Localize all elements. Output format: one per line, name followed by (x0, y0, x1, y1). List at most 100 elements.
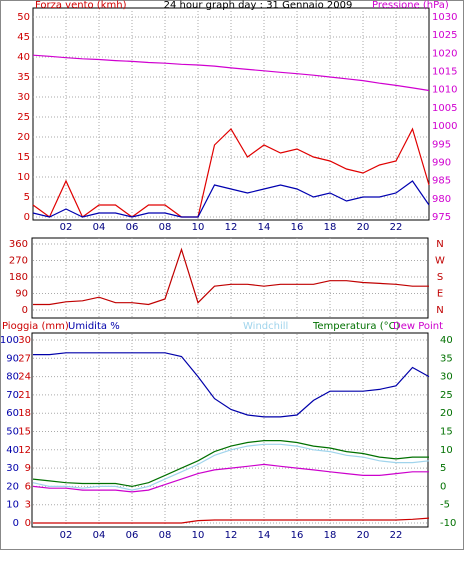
y2-tick-label: 975 (432, 212, 451, 223)
y-tick-label: 80 (6, 372, 19, 383)
y-tick-label: 90 (6, 353, 19, 364)
x-tick-label: 20 (357, 222, 370, 233)
y2-tick-label: 5 (440, 463, 446, 474)
y3-tick-label: 6 (25, 481, 31, 492)
y-tick-label: 20 (6, 481, 19, 492)
y2-tick-label: 990 (432, 157, 451, 168)
x-tick-label: 02 (60, 222, 73, 233)
y-tick-label: 0 (24, 212, 30, 223)
y2-tick-label: W (435, 256, 445, 267)
y-tick-label: 10 (17, 172, 30, 183)
y-tick-label: 35 (17, 72, 30, 83)
x-tick-label: 12 (225, 222, 238, 233)
x-tick-label: 04 (93, 530, 106, 541)
y-tick-label: 90 (15, 289, 28, 300)
y3-tick-label: 27 (18, 353, 31, 364)
y3-tick-label: 9 (25, 463, 31, 474)
y2-tick-label: 1030 (432, 12, 457, 23)
x-tick-label: 02 (60, 530, 73, 541)
data-line (33, 247, 429, 306)
y-tick-label: 270 (9, 256, 28, 267)
x-tick-label: 18 (324, 222, 337, 233)
y3-tick-label: 24 (18, 372, 31, 383)
y-tick-label: 180 (9, 272, 28, 283)
x-tick-label: 06 (126, 530, 139, 541)
y-tick-label: 40 (17, 52, 30, 63)
data-line (33, 352, 430, 418)
y2-tick-label: 30 (440, 372, 453, 383)
y-tick-label: 60 (6, 408, 19, 419)
x-tick-label: 10 (192, 530, 205, 541)
y3-tick-label: 18 (18, 408, 31, 419)
x-tick-label: 20 (357, 530, 370, 541)
y2-tick-label: N (436, 239, 443, 250)
x-tick-label: 12 (225, 530, 238, 541)
y-tick-label: 70 (6, 390, 19, 401)
y-tick-label: 0 (13, 518, 19, 529)
y2-tick-label: 980 (432, 194, 451, 205)
data-line (33, 517, 430, 524)
y2-tick-label: 1020 (432, 48, 457, 59)
x-tick-label: 06 (126, 222, 139, 233)
y-tick-label: 20 (17, 132, 30, 143)
y2-tick-label: 15 (440, 427, 453, 438)
y-tick-label: 30 (6, 463, 19, 474)
y3-tick-label: 21 (18, 390, 31, 401)
data-line (32, 54, 430, 92)
y2-tick-label: 1010 (432, 85, 457, 96)
y-tick-label: 360 (9, 239, 28, 250)
y2-tick-label: 35 (440, 353, 453, 364)
data-line (32, 440, 429, 488)
x-tick-label: 14 (258, 222, 271, 233)
y-tick-label: 50 (17, 12, 30, 23)
y3-tick-label: 12 (18, 445, 31, 456)
y-tick-label: 30 (17, 92, 30, 103)
plot-frame (32, 7, 430, 221)
x-tick-label: 16 (291, 222, 304, 233)
y2-tick-label: 1015 (432, 67, 457, 78)
legend-entry: Dew Point (393, 321, 443, 332)
y2-tick-label: 1000 (432, 121, 457, 132)
legend-entry: Temperatura (°C) (312, 321, 400, 332)
x-tick-label: 22 (390, 222, 403, 233)
y-tick-label: 10 (6, 500, 19, 511)
y2-tick-label: 995 (432, 139, 451, 150)
x-tick-label: 18 (324, 530, 337, 541)
y-tick-label: 15 (17, 152, 30, 163)
data-line (32, 180, 430, 218)
y-tick-label: 0 (22, 305, 28, 316)
y2-tick-label: 985 (432, 176, 451, 187)
x-tick-label: 16 (291, 530, 304, 541)
x-tick-label: 08 (159, 530, 172, 541)
chart-title: 24 hour graph day : 31 Gennaio 2009 (164, 0, 353, 11)
y-tick-label: 45 (17, 32, 30, 43)
y2-axis-label: Pressione (hPa) (372, 0, 449, 11)
plot-frame (31, 332, 429, 528)
y-axis-label: Forza vento (kmh) (35, 0, 127, 11)
y2-tick-label: 20 (440, 408, 453, 419)
x-tick-label: 22 (390, 530, 403, 541)
x-tick-label: 14 (258, 530, 271, 541)
y3-axis-label: Pioggia (mm) (2, 321, 69, 332)
y2-tick-label: 1005 (432, 103, 457, 114)
y3-tick-label: 15 (18, 427, 31, 438)
y2-tick-label: 0 (440, 481, 446, 492)
y2-tick-label: E (437, 289, 443, 300)
y-tick-label: 50 (6, 427, 19, 438)
y2-tick-label: 25 (440, 390, 453, 401)
data-line (32, 443, 430, 491)
y2-tick-label: -5 (440, 500, 450, 511)
data-line (32, 127, 430, 218)
y3-tick-label: 0 (25, 518, 31, 529)
y2-tick-label: 10 (440, 445, 453, 456)
y-axis-label: Umidita % (68, 321, 120, 332)
y-tick-label: 5 (24, 192, 30, 203)
y-tick-label: 25 (17, 112, 30, 123)
y-tick-label: 40 (6, 445, 19, 456)
x-tick-label: 08 (159, 222, 172, 233)
y2-tick-label: S (437, 272, 443, 283)
y3-tick-label: 30 (18, 335, 31, 346)
y2-tick-label: 40 (440, 335, 453, 346)
data-line (32, 463, 429, 493)
